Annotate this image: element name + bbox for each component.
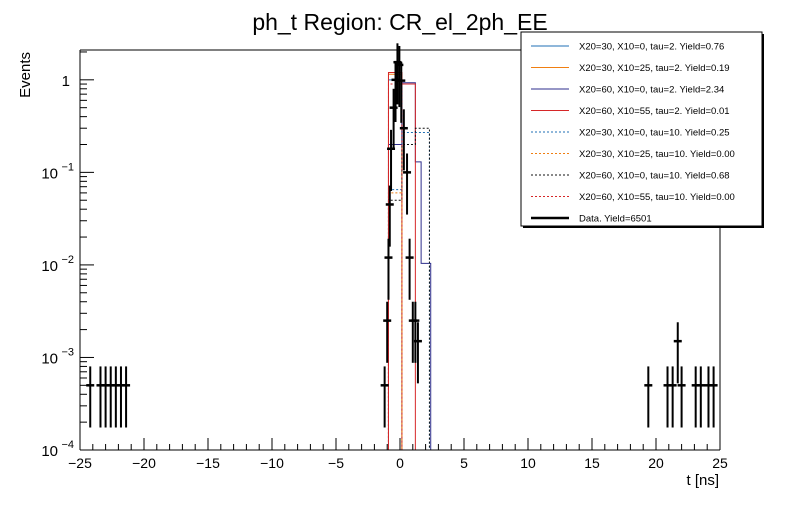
legend-entry: X20=30, X10=0, tau=10. Yield=0.25	[531, 128, 730, 139]
x-tick-label: 5	[460, 455, 468, 471]
data-point	[405, 238, 414, 300]
x-tick-label: 25	[712, 455, 728, 471]
chart-title: ph_t Region: CR_el_2ph_EE	[252, 9, 547, 35]
x-axis-label: t [ns]	[686, 472, 719, 489]
y-tick-exponent: −2	[61, 254, 74, 266]
legend-entry: X20=60, X10=0, tau=10. Yield=0.68	[531, 171, 730, 182]
y-tick-exponent: −3	[61, 346, 74, 358]
legend-label: X20=60, X10=55, tau=10. Yield=0.00	[579, 192, 735, 203]
axes-layer: −25 −20 −15 −10 −5 0 5 10 15 20 2510−410−310−210−1…	[41, 49, 728, 471]
legend-entry: X20=60, X10=55, tau=2. Yield=0.01	[531, 106, 730, 117]
data-point	[403, 153, 412, 215]
legend-entry: X20=30, X10=25, tau=10. Yield=0.00	[531, 149, 735, 160]
x-tick-label: 10	[520, 455, 536, 471]
data-point	[691, 366, 700, 428]
data-point	[709, 366, 718, 428]
x-tick-label: −25	[68, 455, 92, 471]
data-point	[411, 301, 420, 363]
y-tick-label: 10	[41, 350, 58, 367]
data-point	[111, 366, 120, 428]
y-tick-exponent: −4	[61, 439, 74, 451]
data-point	[704, 366, 713, 428]
y-axis-label: Events	[17, 52, 34, 98]
data-point	[106, 366, 115, 428]
data-point	[86, 366, 95, 428]
data-point	[399, 109, 408, 171]
x-tick-label: −15	[196, 455, 220, 471]
legend-box	[520, 31, 763, 227]
data-point	[696, 366, 705, 428]
legend-label: Data. Yield=6501	[579, 214, 652, 225]
data-point	[116, 366, 125, 428]
data-point	[413, 322, 422, 384]
legend-entry: X20=30, X10=0, tau=2. Yield=0.76	[531, 42, 724, 53]
x-tick-label: 15	[584, 455, 600, 471]
data-point	[397, 61, 406, 123]
legend-label: X20=30, X10=0, tau=10. Yield=0.25	[579, 128, 730, 139]
data-point	[380, 366, 389, 428]
data-point	[122, 366, 131, 428]
legend: X20=30, X10=0, tau=2. Yield=0.76 X20=30, …	[520, 31, 764, 228]
legend-entry: X20=60, X10=55, tau=10. Yield=0.00	[531, 192, 735, 203]
data-point	[101, 366, 110, 428]
x-tick-label: −10	[260, 455, 284, 471]
x-tick-label: 20	[648, 455, 664, 471]
x-tick-label: −20	[132, 455, 156, 471]
legend-label: X20=60, X10=0, tau=10. Yield=0.68	[579, 171, 730, 182]
data-points-layer	[86, 43, 718, 428]
legend-entry: Data. Yield=6501	[531, 214, 652, 225]
data-point	[385, 185, 394, 247]
data-point	[383, 301, 392, 363]
legend-label: X20=30, X10=25, tau=10. Yield=0.00	[579, 149, 735, 160]
legend-label: X20=60, X10=55, tau=2. Yield=0.01	[579, 106, 730, 117]
y-tick-exponent: −1	[61, 161, 74, 173]
y-tick-label: 10	[41, 165, 58, 182]
y-tick-label: 10	[41, 258, 58, 275]
data-point	[96, 366, 105, 428]
data-point	[668, 366, 677, 428]
data-point	[663, 366, 672, 428]
x-tick-label: −5	[328, 455, 344, 471]
data-point	[644, 366, 653, 428]
data-point	[384, 238, 393, 300]
data-point	[677, 366, 686, 428]
legend-label: X20=30, X10=25, tau=2. Yield=0.19	[579, 63, 730, 74]
data-point	[673, 322, 682, 384]
legend-entry: X20=30, X10=25, tau=2. Yield=0.19	[531, 63, 730, 74]
legend-label: X20=30, X10=0, tau=2. Yield=0.76	[579, 42, 724, 53]
legend-entry: X20=60, X10=0, tau=2. Yield=2.34	[531, 85, 724, 96]
y-tick-label: 1	[62, 73, 70, 90]
legend-label: X20=60, X10=0, tau=2. Yield=2.34	[579, 85, 724, 96]
x-tick-label: 0	[396, 455, 404, 471]
y-tick-label: 10	[41, 443, 58, 460]
